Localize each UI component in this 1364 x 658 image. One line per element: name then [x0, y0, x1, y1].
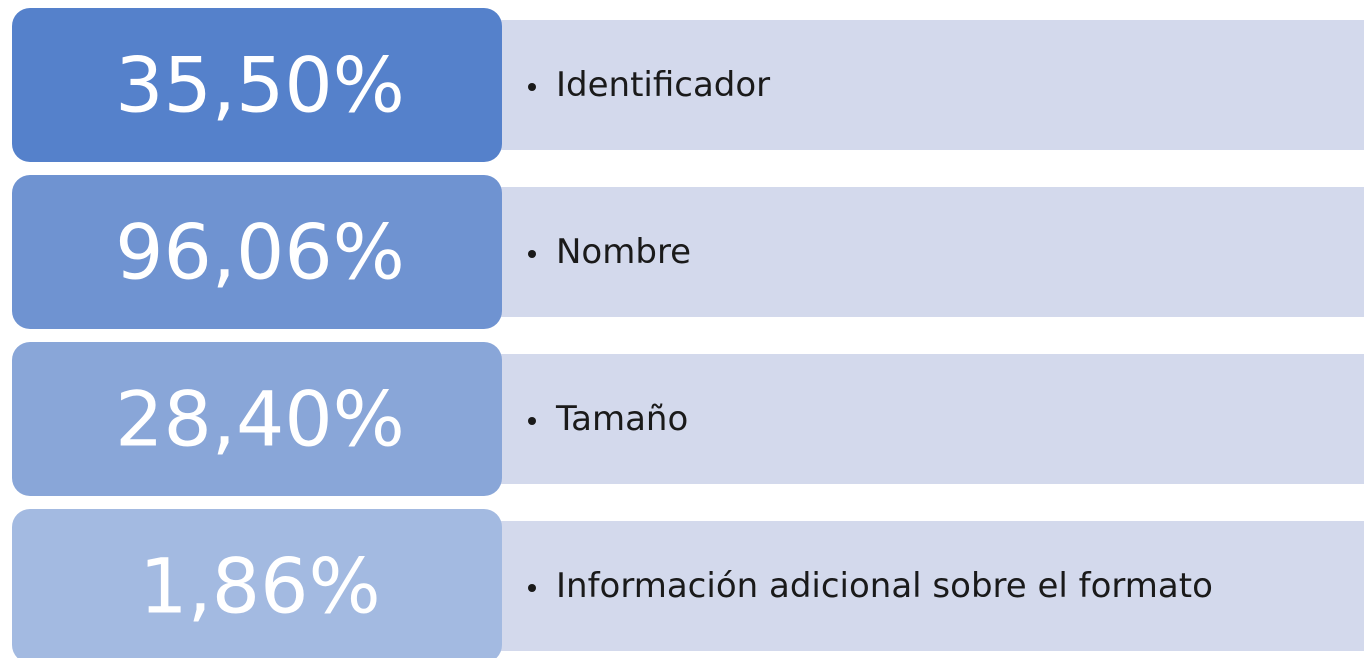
- bullet: [528, 83, 536, 91]
- text-panel: [480, 187, 1364, 317]
- item-text: Tamaño: [555, 399, 688, 439]
- value-box: [12, 175, 502, 329]
- text-panel: [480, 354, 1364, 484]
- value-label: 96,06%: [115, 208, 405, 297]
- item-text: Nombre: [556, 232, 691, 272]
- bullet: [528, 584, 536, 592]
- value-label: 1,86%: [139, 542, 380, 631]
- value-box: [12, 342, 502, 496]
- bullet: [528, 250, 536, 258]
- text-panel: [480, 521, 1364, 651]
- value-box: [12, 8, 502, 162]
- value-box: [12, 509, 502, 658]
- item-text: Información adicional sobre el formato: [556, 566, 1213, 606]
- text-panel: [480, 20, 1364, 150]
- value-label: 28,40%: [115, 375, 405, 464]
- value-label: 35,50%: [115, 41, 405, 130]
- bullet: [528, 417, 536, 425]
- item-text: Identificador: [556, 65, 770, 105]
